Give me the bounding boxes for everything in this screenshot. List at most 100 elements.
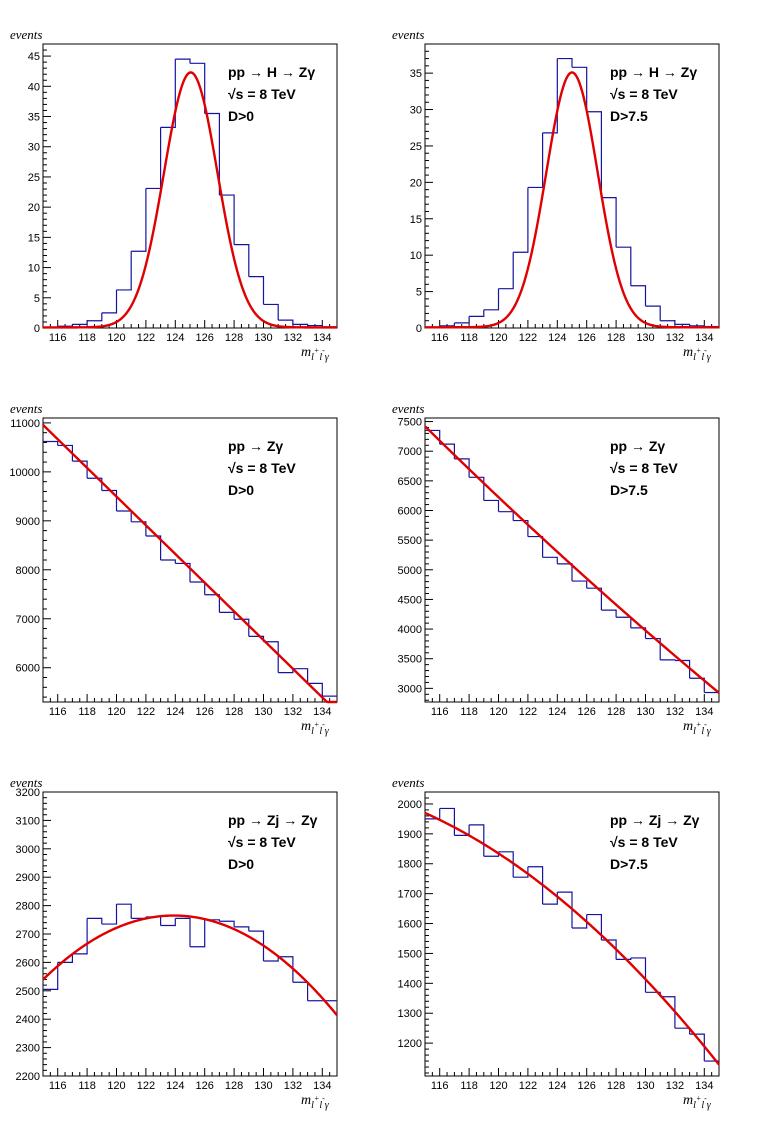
histogram-bin (645, 637, 661, 660)
histogram-bin (175, 58, 191, 64)
histogram-bin (527, 132, 544, 189)
panel: events 116 118 120 122 124 126 128 130 132 134 0 5 10… (10, 27, 338, 363)
x-tick-label: 120 (489, 332, 507, 344)
x-tick-label: 124 (166, 1080, 184, 1092)
histogram-bin (557, 57, 573, 68)
x-tick-label: 126 (578, 706, 596, 718)
y-tick-label: 5 (416, 287, 422, 299)
x-tick-label: 126 (578, 332, 596, 344)
y-axis-label: events (10, 401, 42, 416)
histogram-bin (101, 489, 118, 512)
annotation: √s = 8 TeV (610, 460, 678, 476)
histogram-bin (660, 320, 676, 325)
histogram-bin (469, 309, 485, 317)
y-tick-label: 25 (410, 141, 422, 153)
annotation: √s = 8 TeV (228, 834, 296, 850)
x-tick-label: 132 (666, 1080, 684, 1092)
histogram-bin (660, 996, 676, 1029)
x-tick-label: 134 (695, 1080, 713, 1092)
y-tick-label: 35 (28, 112, 40, 124)
annotation: pp → Zj → Zγ (228, 812, 318, 828)
x-tick-label: 128 (607, 332, 625, 344)
x-tick-label: 122 (137, 1080, 155, 1092)
x-tick-label: 118 (78, 706, 96, 718)
y-axis-label: events (392, 775, 424, 790)
x-tick-label: 120 (489, 706, 507, 718)
histogram-bin (116, 510, 132, 522)
x-tick-label: 132 (666, 332, 684, 344)
histogram-bin (190, 919, 206, 948)
y-tick-label: 1800 (398, 859, 422, 871)
histogram-bin (190, 62, 206, 114)
y-tick-label: 20 (410, 177, 422, 189)
histogram-bin (263, 956, 279, 962)
histogram-bin (513, 866, 529, 878)
histogram-bin (101, 904, 118, 925)
y-tick-label: 6000 (16, 663, 40, 675)
x-tick-label: 120 (107, 706, 125, 718)
histogram-bin (219, 920, 235, 927)
histogram-bin (513, 187, 529, 253)
x-tick-label: 116 (49, 332, 67, 344)
x-tick-label: 116 (431, 1080, 449, 1092)
histogram-bin (645, 305, 661, 321)
histogram-bin (616, 246, 632, 286)
histogram-bin (557, 891, 573, 929)
y-tick-label: 3000 (16, 844, 40, 856)
x-tick-label: 122 (519, 706, 537, 718)
y-tick-label: 2000 (398, 799, 422, 811)
histogram-bin (72, 460, 88, 479)
annotation: D>0 (228, 482, 254, 498)
histogram-bin (43, 962, 59, 990)
panel: events 116 118 120 122 124 126 128 130 132 134 0 5 10… (392, 27, 720, 363)
x-tick-label: 122 (519, 332, 537, 344)
y-tick-label: 20 (28, 202, 40, 214)
histogram-bin (72, 320, 88, 325)
histogram-bin (131, 521, 147, 537)
histogram-bin (572, 914, 588, 929)
histogram-bin (469, 476, 485, 501)
histogram-bin (234, 244, 250, 277)
histogram-bin (542, 58, 558, 134)
histogram-bin (101, 289, 118, 314)
y-tick-label: 5500 (398, 535, 422, 547)
x-tick-label: 130 (636, 332, 654, 344)
histogram-bin (219, 611, 235, 620)
y-tick-label: 3100 (16, 815, 40, 827)
y-tick-label: 1500 (398, 948, 422, 960)
x-axis-label: ml+l-γ (683, 719, 712, 737)
histogram-bin (87, 312, 103, 322)
y-tick-label: 30 (28, 142, 40, 154)
fit-curve (424, 811, 720, 1066)
histogram-bin (630, 285, 647, 307)
x-tick-label: 132 (284, 332, 302, 344)
y-axis-label: events (392, 401, 424, 416)
x-tick-label: 118 (460, 706, 478, 718)
histogram-bin (278, 319, 294, 325)
x-tick-label: 124 (166, 706, 184, 718)
x-tick-label: 128 (225, 332, 243, 344)
annotation: pp → H → Zγ (610, 64, 697, 80)
y-tick-label: 7000 (398, 446, 422, 458)
fit-curve (425, 71, 719, 329)
x-tick-label: 120 (107, 1080, 125, 1092)
x-tick-label: 128 (225, 1080, 243, 1092)
y-tick-label: 2300 (16, 1043, 40, 1055)
x-tick-label: 134 (313, 706, 331, 718)
annotation: pp → H → Zγ (228, 64, 315, 80)
y-tick-label: 6500 (398, 476, 422, 488)
histogram-bin (292, 981, 309, 1001)
histogram-bin (601, 609, 617, 618)
x-tick-label: 120 (489, 1080, 507, 1092)
histogram-bin (234, 618, 250, 637)
histogram-bin (263, 641, 279, 673)
y-tick-label: 15 (28, 232, 40, 244)
histogram-bin (616, 616, 632, 628)
histogram-bin (160, 59, 176, 128)
y-tick-label: 9000 (16, 516, 40, 528)
y-tick-label: 6000 (398, 505, 422, 517)
histogram-bin (498, 511, 514, 521)
histogram-bin (674, 1027, 691, 1035)
x-axis-label: ml+l-γ (683, 1093, 712, 1111)
histogram-bin (439, 322, 455, 327)
